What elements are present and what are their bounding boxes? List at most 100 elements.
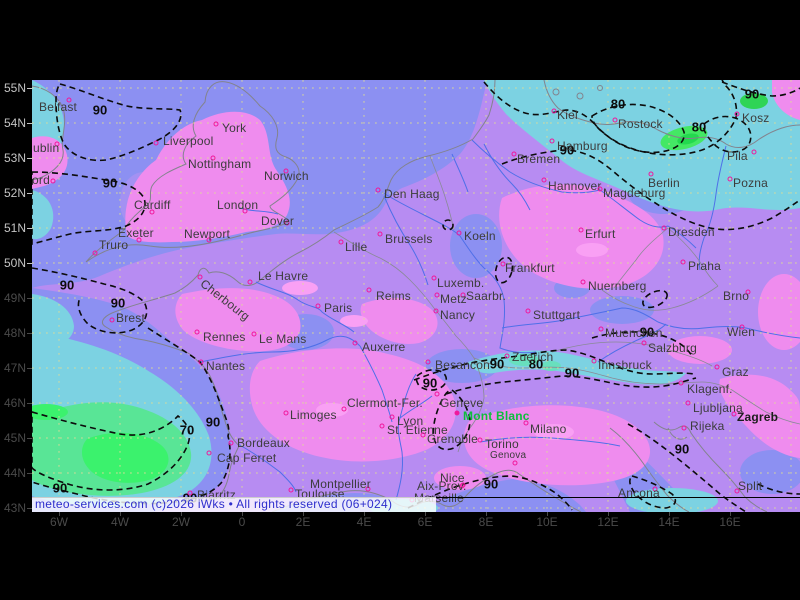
city-label: Kosz bbox=[742, 111, 770, 125]
map-canvas: 90909090908080909090809090709090909090 B… bbox=[32, 80, 800, 512]
city-marker bbox=[206, 237, 212, 243]
city-marker bbox=[92, 250, 98, 256]
city-label: Berlin bbox=[648, 176, 680, 190]
city-marker bbox=[456, 230, 462, 236]
city-label: Newport bbox=[184, 227, 231, 241]
city-label: Paris bbox=[324, 301, 353, 315]
city-marker bbox=[597, 186, 603, 192]
lat-tick-label: 50N bbox=[3, 256, 26, 270]
city-label: Innsbruck bbox=[598, 358, 652, 372]
lon-tick-label: 8E bbox=[478, 515, 494, 529]
city-marker bbox=[352, 340, 358, 346]
city-label: Erfurt bbox=[585, 227, 616, 241]
lon-tick-label: 2E bbox=[295, 515, 311, 529]
city-marker bbox=[525, 308, 531, 314]
city-label: Cardiff bbox=[134, 198, 171, 212]
contour-label: 90 bbox=[639, 324, 655, 340]
lon-tick-label: 14E bbox=[658, 515, 680, 529]
city-label: Luxemb. bbox=[437, 276, 485, 290]
lon-tick-mark bbox=[364, 512, 365, 516]
city-label: Bordeaux bbox=[237, 436, 290, 450]
city-label: Koeln bbox=[464, 229, 496, 243]
city-marker bbox=[549, 138, 555, 144]
city-label: Klagenf. bbox=[687, 382, 733, 396]
city-marker bbox=[425, 359, 431, 365]
lon-tick-mark bbox=[425, 512, 426, 516]
city-marker bbox=[284, 220, 290, 226]
city-label: Dresden bbox=[668, 225, 715, 239]
city-label: ublin bbox=[33, 141, 60, 155]
map-graphics bbox=[32, 80, 800, 512]
lon-tick-label: 16E bbox=[719, 515, 741, 529]
city-marker bbox=[734, 111, 740, 117]
city-marker bbox=[242, 208, 248, 214]
city-label: Reims bbox=[376, 289, 412, 303]
city-marker bbox=[377, 231, 383, 237]
city-label: Le Havre bbox=[258, 269, 309, 283]
lon-tick-mark bbox=[303, 512, 304, 516]
contour-label: 90 bbox=[59, 277, 75, 293]
contour-label: 90 bbox=[110, 295, 126, 311]
city-label: Brussels bbox=[385, 232, 433, 246]
city-marker bbox=[511, 151, 517, 157]
lat-tick-label: 43N bbox=[3, 501, 26, 515]
city-label: Split bbox=[738, 479, 763, 493]
lon-tick-label: 12E bbox=[597, 515, 619, 529]
city-marker bbox=[288, 487, 294, 493]
city-marker bbox=[591, 358, 597, 364]
city-label: Frankfurt bbox=[505, 261, 555, 275]
city-label: Montpellier bbox=[310, 477, 371, 491]
city-label: Liverpool bbox=[163, 134, 214, 148]
city-marker bbox=[341, 406, 347, 412]
city-marker bbox=[612, 117, 618, 123]
city-label: Graz bbox=[722, 365, 749, 379]
lat-tick-label: 48N bbox=[3, 326, 26, 340]
city-marker bbox=[434, 391, 440, 397]
lon-tick-mark bbox=[242, 512, 243, 516]
lon-tick-mark bbox=[608, 512, 609, 516]
city-marker bbox=[739, 324, 745, 330]
lon-tick-mark bbox=[669, 512, 670, 516]
city-label: Lille bbox=[345, 240, 368, 254]
city-marker bbox=[541, 177, 547, 183]
city-marker bbox=[598, 326, 604, 332]
city-marker bbox=[206, 450, 212, 456]
city-label: Praha bbox=[688, 259, 722, 273]
field-layer bbox=[32, 80, 800, 512]
city-marker bbox=[247, 279, 253, 285]
city-label: Truro bbox=[99, 238, 129, 252]
lat-tick-mark bbox=[27, 403, 32, 404]
city-label: Hannover bbox=[548, 179, 602, 193]
lon-tick-label: 2W bbox=[172, 515, 190, 529]
lat-tick-mark bbox=[27, 473, 32, 474]
city-marker bbox=[648, 171, 654, 177]
contour-label: 90 bbox=[489, 356, 505, 372]
city-label: Ancona bbox=[618, 486, 660, 500]
city-marker bbox=[434, 292, 440, 298]
city-marker bbox=[420, 432, 426, 438]
city-label: Belfast bbox=[39, 100, 78, 114]
lat-tick-label: 53N bbox=[3, 151, 26, 165]
contour-label: 90 bbox=[92, 102, 108, 118]
lat-tick-label: 45N bbox=[3, 431, 26, 445]
lon-tick-label: 10E bbox=[536, 515, 558, 529]
city-marker bbox=[431, 275, 437, 281]
city-marker bbox=[315, 303, 321, 309]
city-label: Magdeburg bbox=[603, 186, 666, 200]
contour-label: 90 bbox=[674, 441, 690, 457]
city-marker bbox=[197, 274, 203, 280]
city-label: Cap Ferret bbox=[217, 451, 277, 465]
city-marker bbox=[727, 176, 733, 182]
city-marker bbox=[734, 488, 740, 494]
lat-tick-label: 51N bbox=[3, 221, 26, 235]
contour-label: 90 bbox=[483, 476, 499, 492]
city-label: Grenoble bbox=[427, 432, 478, 446]
city-marker bbox=[678, 380, 684, 386]
city-marker bbox=[149, 209, 155, 215]
city-marker bbox=[365, 486, 371, 492]
lon-tick-label: 0 bbox=[238, 515, 246, 529]
lat-tick-label: 49N bbox=[3, 291, 26, 305]
city-label: Nice bbox=[440, 471, 465, 485]
city-label: Muenchen bbox=[605, 326, 663, 340]
